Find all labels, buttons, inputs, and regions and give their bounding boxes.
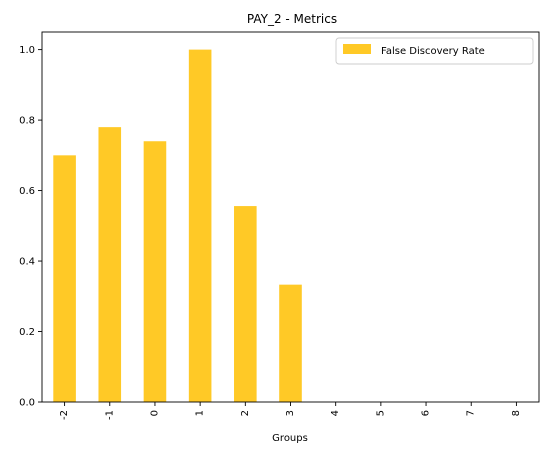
x-tick-label: 5 <box>375 410 386 416</box>
legend-label: False Discovery Rate <box>381 46 485 57</box>
bar-1 <box>188 49 212 402</box>
legend: False Discovery Rate <box>335 37 534 65</box>
x-tick-label: -1 <box>104 410 115 420</box>
plot-area <box>53 49 302 403</box>
y-tick-label: 0.6 <box>19 186 35 197</box>
bar-2 <box>234 206 257 402</box>
y-tick-label: 0.0 <box>19 398 35 409</box>
x-tick-label: 4 <box>330 410 341 416</box>
x-tick-label: 7 <box>466 410 477 416</box>
y-tick-label: 0.8 <box>19 116 35 127</box>
x-tick-label: 8 <box>511 410 522 416</box>
bar--1 <box>98 127 122 403</box>
x-tick-label: -2 <box>59 410 70 420</box>
y-tick-label: 0.4 <box>19 257 35 268</box>
bar--2 <box>53 155 76 402</box>
bar-0 <box>143 141 167 402</box>
y-tick-label: 0.2 <box>19 327 35 338</box>
x-tick-label: 0 <box>149 410 160 416</box>
legend-swatch <box>343 44 371 54</box>
y-axis: 0.0 0.2 0.4 0.6 0.8 1.0 <box>19 45 42 409</box>
x-axis: -2 -1 0 1 2 3 4 5 6 7 8 <box>59 402 522 420</box>
x-axis-title: Groups <box>272 433 308 444</box>
bar-3 <box>279 284 302 402</box>
x-tick-label: 3 <box>285 410 296 416</box>
y-tick-label: 1.0 <box>19 45 35 56</box>
x-tick-label: 1 <box>195 410 206 416</box>
x-tick-label: 2 <box>240 410 251 416</box>
legend-frame <box>335 37 534 65</box>
x-tick-label: 6 <box>421 410 432 416</box>
chart-title: PAY_2 - Metrics <box>247 12 337 26</box>
